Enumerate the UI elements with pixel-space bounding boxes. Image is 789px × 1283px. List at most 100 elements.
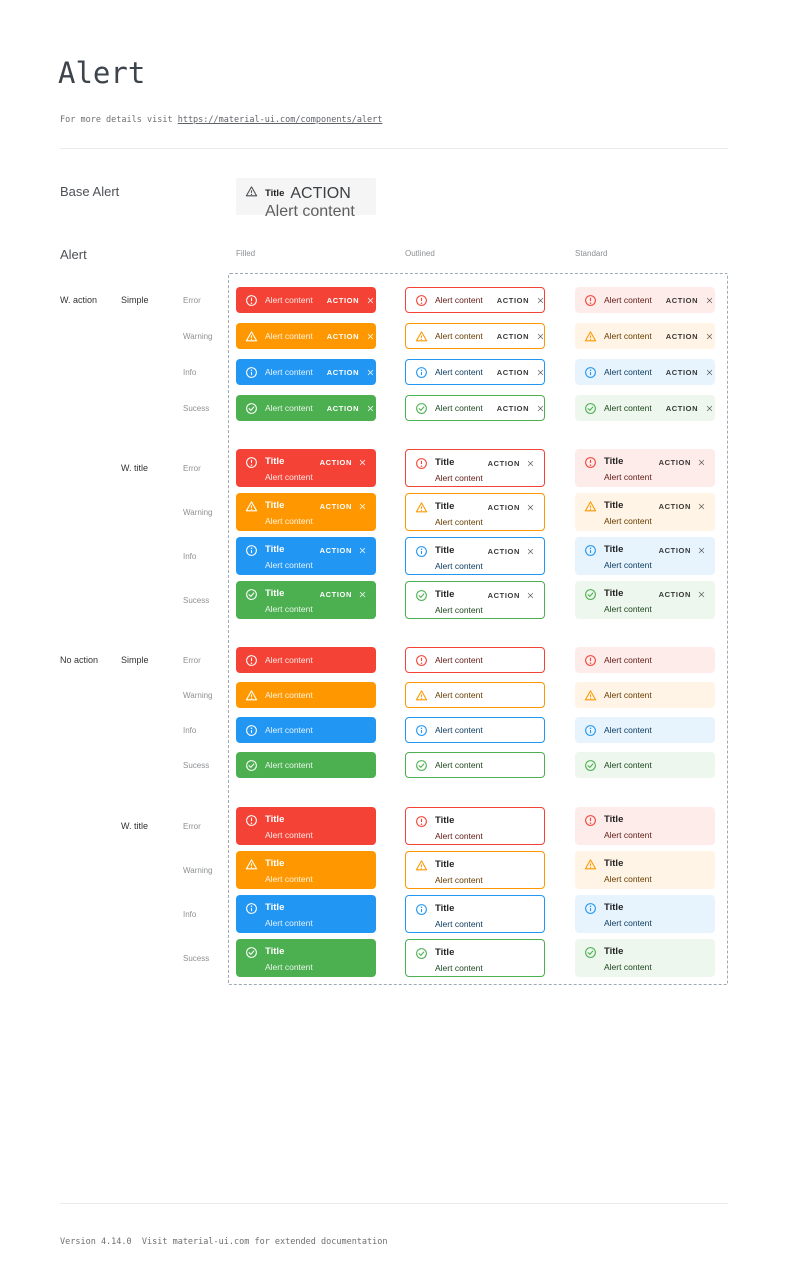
close-icon[interactable] (705, 368, 714, 377)
alert-content: Alert content (604, 331, 652, 341)
action-button[interactable]: ACTION (658, 589, 691, 599)
alert-filled-success-simple-no-action: Alert content (236, 752, 376, 778)
close-icon[interactable] (526, 547, 535, 556)
action-button[interactable]: ACTION (319, 589, 352, 599)
alert-title: Title (604, 902, 624, 913)
column-header-filled: Filled (236, 249, 256, 258)
alert-standard-warning-simple: Alert content ACTION (575, 323, 715, 349)
column-header-standard: Standard (575, 249, 608, 258)
action-button[interactable]: ACTION (658, 501, 691, 511)
close-icon[interactable] (705, 404, 714, 413)
alert-body: Title Alert content (435, 903, 535, 929)
action-button[interactable]: ACTION (496, 403, 530, 413)
close-icon[interactable] (358, 502, 367, 511)
row-label-error: Error (183, 821, 201, 831)
info-outline-icon (415, 903, 428, 916)
row-label-success: Sucess (183, 760, 210, 770)
action-button[interactable]: ACTION (290, 185, 351, 202)
alert-content: Alert content (265, 760, 313, 770)
action-button[interactable]: ACTION (319, 457, 352, 467)
action-button[interactable]: ACTION (665, 331, 699, 341)
alert-outlined-error-simple: Alert content ACTION (405, 287, 545, 313)
alert-title: Title (435, 545, 455, 556)
close-icon[interactable] (526, 591, 535, 600)
error-outline-icon (415, 294, 428, 307)
alert-outlined-info-simple-no-action: Alert content (405, 717, 545, 743)
action-button[interactable]: ACTION (326, 367, 360, 377)
alert-body: Title ACTION Alert content (604, 544, 706, 570)
close-icon[interactable] (358, 458, 367, 467)
check-circle-icon (415, 402, 428, 415)
action-button[interactable]: ACTION (487, 458, 520, 468)
alert-content: Alert content (265, 918, 313, 928)
action-button[interactable]: ACTION (487, 546, 520, 556)
info-outline-icon (584, 902, 597, 915)
alert-content: Alert content (435, 919, 483, 929)
alert-title: Title (265, 946, 285, 957)
close-icon[interactable] (536, 332, 545, 341)
alert-content: Alert content (435, 403, 483, 413)
header-divider (60, 148, 728, 149)
close-icon[interactable] (536, 404, 545, 413)
close-icon[interactable] (366, 404, 375, 413)
action-button[interactable]: ACTION (665, 403, 699, 413)
alert-body: Title Alert content (265, 814, 367, 840)
alert-title: Title (604, 544, 624, 555)
info-outline-icon (584, 366, 597, 379)
action-button[interactable]: ACTION (496, 295, 530, 305)
subgroup-label-w-title: W. title (121, 821, 149, 831)
close-icon[interactable] (366, 368, 375, 377)
action-button[interactable]: ACTION (665, 367, 699, 377)
close-icon[interactable] (366, 296, 375, 305)
docs-link[interactable]: https://material-ui.com/components/alert (177, 114, 383, 125)
close-icon[interactable] (697, 458, 706, 467)
close-icon[interactable] (705, 332, 714, 341)
alert-body: Title Alert content (435, 947, 535, 973)
alert-content: Alert content (435, 655, 483, 665)
close-icon[interactable] (536, 296, 545, 305)
action-button[interactable]: ACTION (326, 295, 360, 305)
footer-divider (60, 1203, 728, 1204)
action-button[interactable]: ACTION (658, 457, 691, 467)
action-button[interactable]: ACTION (487, 502, 520, 512)
error-outline-icon (245, 654, 258, 667)
action-button[interactable]: ACTION (326, 331, 360, 341)
close-icon[interactable] (358, 546, 367, 555)
action-button[interactable]: ACTION (487, 590, 520, 600)
alert-content: Alert content (604, 962, 652, 972)
alert-content: Alert content (604, 760, 652, 770)
action-button[interactable]: ACTION (496, 331, 530, 341)
alert-grid-container (228, 273, 728, 985)
alert-content: Alert content (435, 473, 483, 483)
alert-outlined-error-titled: Title ACTION Alert content (405, 449, 545, 487)
close-icon[interactable] (358, 590, 367, 599)
alert-content: Alert content (435, 690, 483, 700)
close-icon[interactable] (526, 503, 535, 512)
close-icon[interactable] (705, 296, 714, 305)
action-button[interactable]: ACTION (496, 367, 530, 377)
close-icon[interactable] (536, 368, 545, 377)
action-button[interactable]: ACTION (319, 501, 352, 511)
action-button[interactable]: ACTION (319, 545, 352, 555)
action-button[interactable]: ACTION (658, 545, 691, 555)
close-icon[interactable] (366, 332, 375, 341)
info-outline-icon (245, 544, 258, 557)
row-label-info: Info (183, 367, 197, 377)
action-button[interactable]: ACTION (665, 295, 699, 305)
warning-triangle-icon (415, 501, 428, 514)
alert-outlined-warning-titled: Title ACTION Alert content (405, 493, 545, 531)
error-outline-icon (415, 654, 428, 667)
warning-triangle-icon (415, 859, 428, 872)
alert-standard-error-simple: Alert content ACTION (575, 287, 715, 313)
action-button[interactable]: ACTION (326, 403, 360, 413)
error-outline-icon (245, 456, 258, 469)
close-icon[interactable] (526, 459, 535, 468)
row-label-warning: Warning (183, 865, 213, 875)
alert-title: Title (604, 588, 624, 599)
close-icon[interactable] (697, 590, 706, 599)
alert-body: Title ACTION Alert content (265, 456, 367, 482)
alert-outlined-info-titled: Title ACTION Alert content (405, 537, 545, 575)
close-icon[interactable] (697, 502, 706, 511)
alert-title: Title (265, 858, 285, 869)
close-icon[interactable] (697, 546, 706, 555)
